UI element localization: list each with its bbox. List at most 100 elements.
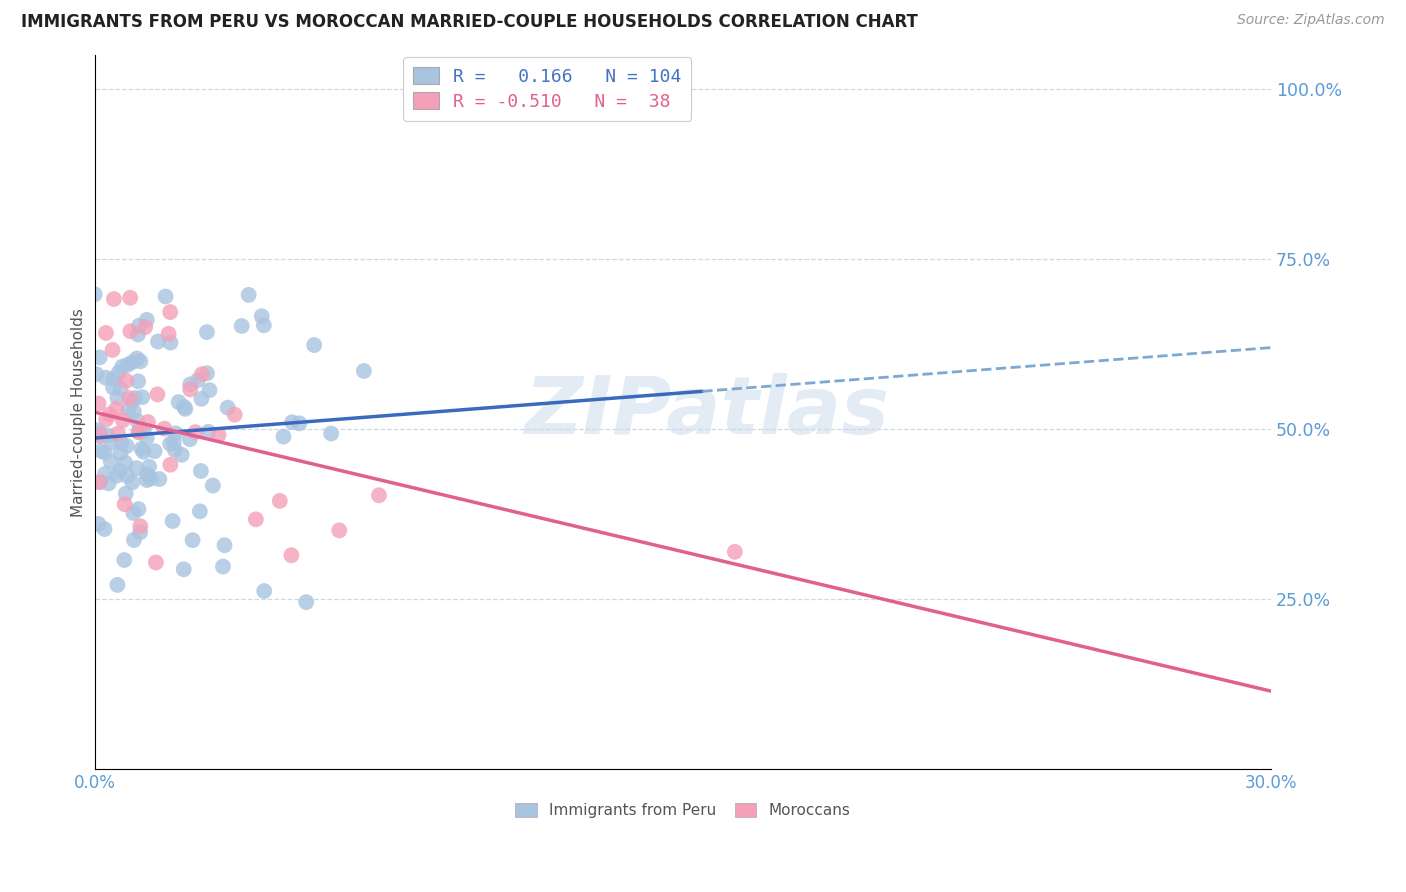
Point: [353, 364, 375, 378]
Point: [191, 368, 214, 382]
Point: [127, 502, 149, 516]
Text: IMMIGRANTS FROM PERU VS MOROCCAN MARRIED-COUPLE HOUSEHOLDS CORRELATION CHART: IMMIGRANTS FROM PERU VS MOROCCAN MARRIED…: [21, 13, 918, 31]
Point: [121, 393, 143, 408]
Point: [110, 446, 132, 460]
Point: [319, 426, 342, 441]
Point: [281, 415, 304, 429]
Point: [165, 426, 187, 441]
Point: [87, 516, 110, 531]
Point: [125, 351, 148, 366]
Point: [245, 512, 267, 526]
Y-axis label: Married-couple Households: Married-couple Households: [72, 308, 86, 516]
Point: [724, 545, 747, 559]
Point: [174, 401, 197, 416]
Point: [139, 472, 162, 486]
Point: [103, 292, 125, 306]
Point: [96, 412, 118, 426]
Point: [115, 469, 138, 483]
Point: [129, 525, 152, 540]
Point: [195, 325, 218, 339]
Point: [163, 434, 186, 449]
Point: [89, 475, 111, 490]
Point: [128, 318, 150, 333]
Point: [94, 467, 117, 481]
Point: [103, 372, 125, 386]
Point: [117, 358, 139, 372]
Point: [98, 408, 121, 422]
Point: [153, 422, 176, 436]
Point: [224, 408, 246, 422]
Point: [93, 445, 115, 459]
Point: [148, 472, 170, 486]
Point: [121, 355, 143, 369]
Point: [280, 548, 302, 562]
Point: [89, 425, 111, 440]
Point: [132, 424, 155, 438]
Point: [89, 351, 111, 365]
Point: [120, 324, 142, 338]
Point: [207, 428, 229, 442]
Point: [128, 425, 150, 439]
Point: [167, 395, 190, 409]
Point: [125, 461, 148, 475]
Point: [87, 396, 110, 410]
Legend: Immigrants from Peru, Moroccans: Immigrants from Peru, Moroccans: [508, 796, 858, 826]
Point: [115, 439, 138, 453]
Point: [190, 464, 212, 478]
Point: [124, 391, 146, 405]
Point: [136, 467, 159, 482]
Point: [135, 313, 157, 327]
Point: [120, 291, 142, 305]
Point: [86, 368, 108, 382]
Point: [159, 437, 181, 451]
Point: [105, 391, 128, 405]
Point: [86, 423, 108, 437]
Point: [170, 448, 193, 462]
Point: [94, 326, 117, 340]
Point: [188, 504, 211, 518]
Point: [135, 473, 157, 487]
Point: [128, 425, 150, 440]
Point: [302, 338, 325, 352]
Point: [114, 497, 136, 511]
Point: [129, 354, 152, 368]
Point: [129, 519, 152, 533]
Point: [108, 464, 131, 478]
Point: [115, 374, 138, 388]
Point: [83, 287, 105, 301]
Point: [173, 562, 195, 576]
Point: [273, 429, 295, 443]
Point: [179, 432, 201, 446]
Point: [122, 533, 145, 547]
Point: [146, 334, 169, 349]
Point: [89, 475, 111, 489]
Point: [136, 415, 159, 429]
Point: [101, 343, 124, 357]
Point: [181, 533, 204, 548]
Point: [179, 382, 201, 396]
Point: [159, 458, 181, 472]
Text: ZIPatlas: ZIPatlas: [523, 373, 889, 451]
Point: [101, 380, 124, 394]
Point: [114, 456, 136, 470]
Point: [157, 326, 180, 341]
Point: [111, 359, 134, 374]
Point: [162, 514, 184, 528]
Point: [131, 442, 153, 456]
Point: [173, 400, 195, 414]
Point: [250, 310, 273, 324]
Point: [118, 391, 141, 405]
Point: [122, 506, 145, 520]
Point: [122, 404, 145, 418]
Point: [128, 423, 150, 437]
Point: [127, 414, 149, 428]
Point: [105, 468, 128, 483]
Point: [212, 559, 235, 574]
Point: [143, 444, 166, 458]
Point: [107, 366, 129, 380]
Point: [253, 584, 276, 599]
Point: [201, 478, 224, 492]
Point: [94, 370, 117, 384]
Point: [217, 401, 239, 415]
Point: [197, 425, 219, 439]
